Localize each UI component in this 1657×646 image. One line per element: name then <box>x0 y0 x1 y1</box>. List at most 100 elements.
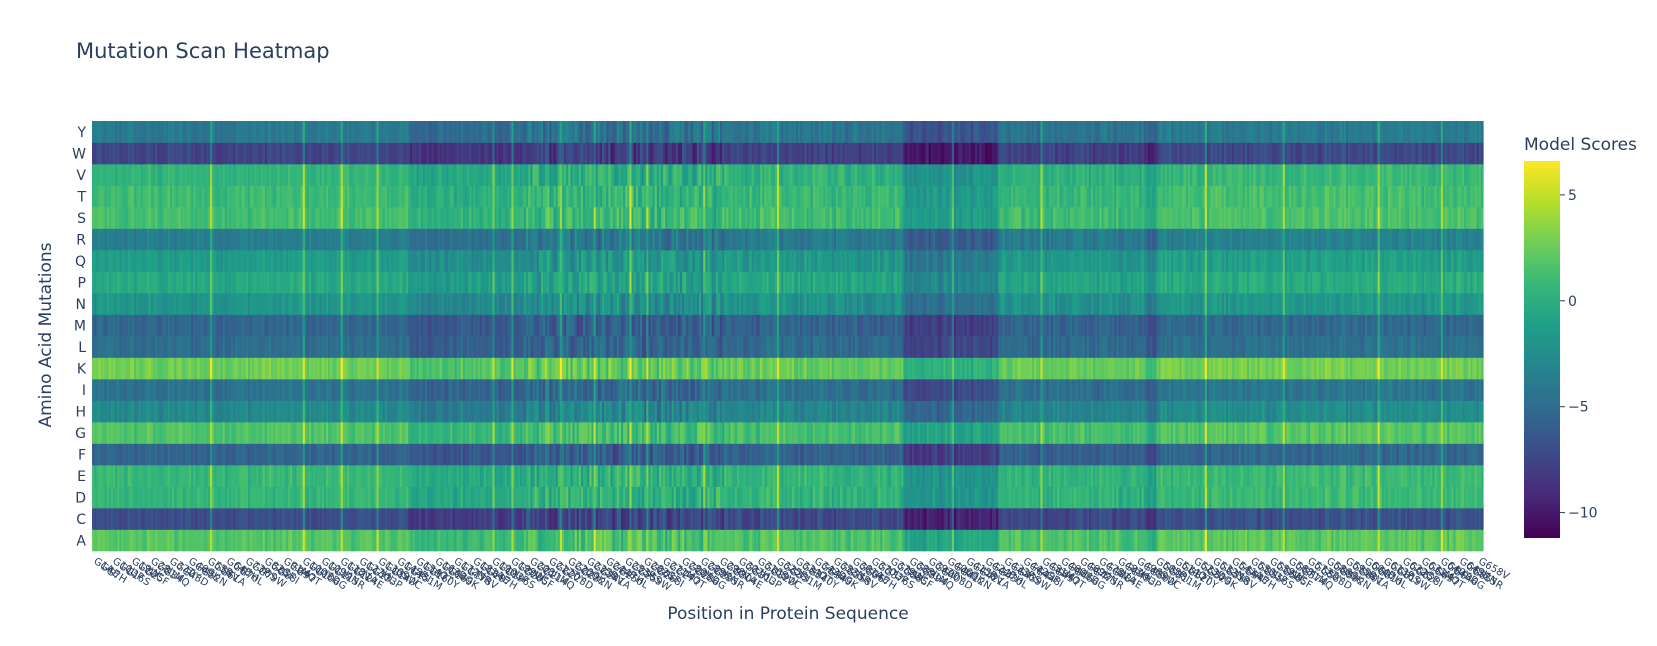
heatmap-cell <box>399 508 403 530</box>
heatmap-cell <box>214 486 217 509</box>
heatmap-cell <box>237 508 241 530</box>
heatmap-cell <box>1265 443 1269 466</box>
heatmap-cell <box>136 529 139 552</box>
heatmap-cell <box>205 400 209 423</box>
heatmap-cell <box>951 529 955 552</box>
heatmap-cell <box>753 508 757 530</box>
heatmap-cell <box>705 508 709 530</box>
heatmap-cell <box>1192 443 1195 466</box>
heatmap-cell <box>1116 465 1119 487</box>
heatmap-cell <box>876 422 879 444</box>
heatmap-cell <box>960 529 964 552</box>
heatmap-cell <box>500 443 504 466</box>
heatmap-cell <box>94 400 97 423</box>
heatmap-cell <box>311 486 314 509</box>
heatmap-cell <box>180 400 184 423</box>
heatmap-cell <box>876 508 879 530</box>
heatmap-cell <box>1088 443 1092 466</box>
heatmap-cell <box>391 486 394 509</box>
heatmap-cell <box>1183 422 1187 444</box>
heatmap-cell <box>1019 529 1023 552</box>
heatmap-cell <box>300 422 304 444</box>
heatmap-cell <box>250 400 253 423</box>
heatmap-cell <box>970 508 974 530</box>
heatmap-cell <box>1019 486 1023 509</box>
heatmap-cell <box>1227 486 1231 509</box>
heatmap-cell <box>924 529 928 552</box>
heatmap-cell <box>321 400 325 423</box>
heatmap-cell <box>1297 422 1301 444</box>
heatmap-cell <box>736 465 740 487</box>
heatmap-cell <box>665 529 668 552</box>
heatmap-cell <box>1388 529 1391 552</box>
heatmap-cell <box>176 486 180 509</box>
heatmap-cell <box>922 443 926 466</box>
heatmap-cell <box>330 529 333 552</box>
heatmap-cell <box>1057 422 1060 444</box>
heatmap-cell <box>182 422 186 444</box>
heatmap-cell <box>954 529 957 552</box>
heatmap-cell <box>1227 443 1231 466</box>
heatmap-cell <box>675 486 679 509</box>
heatmap-cell <box>968 443 972 466</box>
heatmap-cell <box>382 486 386 509</box>
heatmap-cell <box>1135 465 1138 487</box>
heatmap-cell <box>264 486 268 509</box>
heatmap-cell <box>433 529 437 552</box>
heatmap-cell <box>1131 529 1134 552</box>
heatmap-cell <box>983 465 987 487</box>
heatmap-cell <box>610 508 614 530</box>
heatmap-cell <box>935 422 938 444</box>
heatmap-cell <box>606 422 609 444</box>
heatmap-cell <box>1017 529 1020 552</box>
heatmap-cell <box>1428 486 1431 509</box>
heatmap-cell <box>273 400 276 423</box>
heatmap-cell <box>918 486 921 509</box>
heatmap-cell <box>1339 465 1343 487</box>
heatmap-cell <box>355 486 359 509</box>
heatmap-cell <box>871 443 875 466</box>
heatmap-cell <box>262 465 266 487</box>
heatmap-cell <box>994 486 997 509</box>
heatmap-cell <box>1272 529 1275 552</box>
heatmap-cell <box>545 422 548 444</box>
heatmap-cell <box>774 422 778 444</box>
heatmap-cell <box>521 529 525 552</box>
heatmap-cell <box>443 529 447 552</box>
heatmap-cell <box>593 529 597 552</box>
heatmap-cell <box>888 529 892 552</box>
heatmap-cell <box>722 443 725 466</box>
heatmap-cell <box>186 400 190 423</box>
heatmap-cell <box>1116 443 1119 466</box>
heatmap-cell <box>1257 508 1261 530</box>
heatmap-cell <box>534 486 538 509</box>
heatmap-cell <box>1196 486 1200 509</box>
heatmap-cell <box>835 422 839 444</box>
heatmap-cell <box>892 529 896 552</box>
heatmap-cell <box>254 465 257 487</box>
heatmap-cell <box>304 422 308 444</box>
heatmap-cell <box>675 529 679 552</box>
heatmap-cell <box>610 529 614 552</box>
heatmap-cell <box>1099 422 1103 444</box>
heatmap-cell <box>389 529 392 552</box>
heatmap-cell <box>1358 422 1362 444</box>
heatmap-cell <box>1166 529 1170 552</box>
heatmap-cell <box>840 529 843 552</box>
heatmap-cell <box>1405 443 1408 466</box>
heatmap-cell <box>1217 443 1221 466</box>
heatmap-cell <box>1468 508 1471 530</box>
heatmap-cell <box>688 465 692 487</box>
heatmap-cell <box>317 443 321 466</box>
heatmap-cell <box>755 443 759 466</box>
heatmap-cell <box>766 486 770 509</box>
heatmap-cell <box>336 400 340 423</box>
heatmap-cell <box>325 422 329 444</box>
heatmap-cell <box>353 443 357 466</box>
heatmap-cell <box>991 443 995 466</box>
heatmap-cell <box>188 529 192 552</box>
heatmap-cell <box>199 508 203 530</box>
heatmap-cell <box>1215 529 1219 552</box>
heatmap-cell <box>1327 465 1330 487</box>
heatmap-cell <box>618 422 622 444</box>
